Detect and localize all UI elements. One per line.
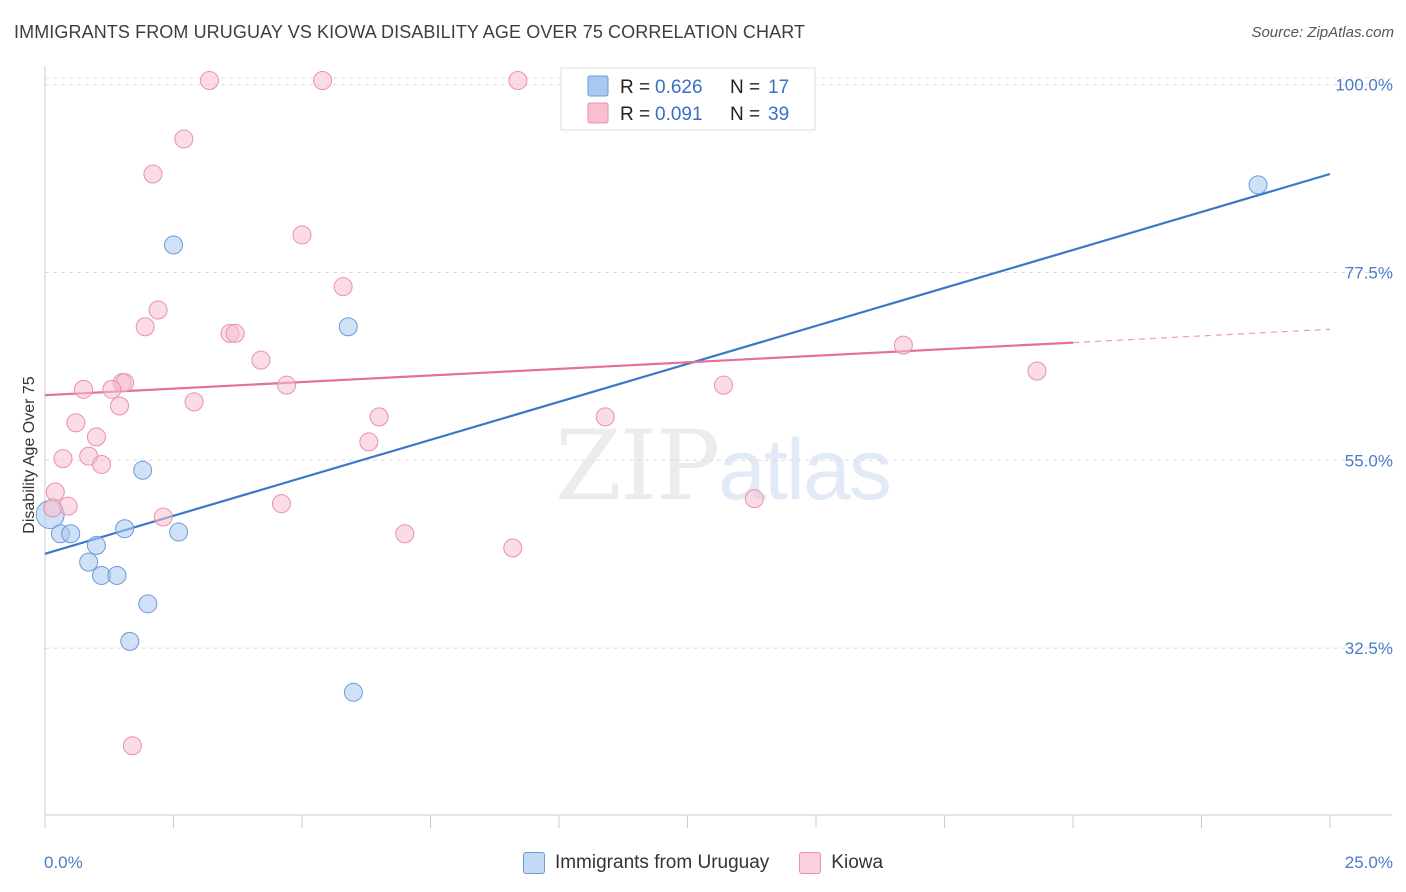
watermark: ZIPatlas: [555, 410, 892, 522]
point-kiowa: [53, 449, 73, 469]
trend-lines: [44, 172, 1331, 555]
point-uruguay: [138, 594, 158, 614]
point-kiowa: [333, 277, 353, 297]
legend-n-label-uruguay: N =: [730, 77, 760, 98]
source-label: Source: ZipAtlas.com: [1251, 24, 1394, 41]
point-uruguay: [133, 460, 153, 480]
point-uruguay: [61, 524, 81, 544]
legend-item-kiowa: Kiowa: [799, 852, 883, 874]
y-tick-label: 32.5%: [1345, 639, 1393, 658]
point-uruguay: [169, 522, 189, 542]
point-kiowa: [508, 71, 528, 91]
point-kiowa: [86, 427, 106, 447]
trend-line-kiowa: [44, 341, 1074, 397]
legend-n-value-uruguay: 17: [768, 77, 789, 98]
legend-swatch-uruguay: [587, 75, 609, 97]
point-kiowa: [153, 507, 173, 527]
point-uruguay: [343, 682, 363, 702]
tick-labels: 32.5% 55.0% 77.5% 100.0% 0.0% 25.0%: [44, 76, 1393, 872]
point-kiowa: [359, 432, 379, 452]
point-uruguay: [115, 519, 135, 539]
point-kiowa: [110, 396, 130, 416]
point-kiowa: [74, 379, 94, 399]
point-kiowa: [199, 71, 219, 91]
point-uruguay: [79, 552, 99, 572]
y-tick-label: 100.0%: [1335, 76, 1393, 95]
grid-lines: [45, 77, 1392, 649]
chart-title: IMMIGRANTS FROM URUGUAY VS KIOWA DISABIL…: [14, 22, 806, 42]
point-kiowa: [135, 317, 155, 337]
trend-line-kiowa-extension: [1072, 328, 1331, 344]
y-axis-label: Disability Age Over 75: [21, 376, 38, 534]
point-kiowa: [43, 498, 63, 518]
point-kiowa: [184, 392, 204, 412]
y-tick-label: 77.5%: [1345, 263, 1393, 282]
x-tick-label: 0.0%: [44, 853, 83, 872]
legend-box: R = 0.626 N = 17 R = 0.091 N = 39: [560, 67, 816, 131]
legend-item-uruguay: Immigrants from Uruguay: [522, 852, 770, 874]
legend-r-label-uruguay: R =: [620, 77, 650, 98]
point-kiowa: [225, 323, 245, 343]
point-kiowa: [595, 407, 615, 427]
point-kiowa: [277, 375, 297, 395]
legend-label-uruguay: Immigrants from Uruguay: [554, 852, 770, 873]
y-tick-label: 55.0%: [1345, 451, 1393, 470]
legend-r-value-kiowa: 0.091: [655, 104, 703, 125]
point-uruguay: [107, 565, 127, 585]
point-kiowa: [313, 71, 333, 91]
legend-r-label-kiowa: R =: [620, 104, 650, 125]
legend-swatch: [799, 852, 822, 874]
data-points: [35, 71, 1268, 756]
point-kiowa: [503, 538, 523, 558]
point-kiowa: [148, 300, 168, 320]
point-uruguay: [1248, 175, 1268, 195]
point-kiowa: [92, 454, 112, 474]
point-kiowa: [369, 407, 389, 427]
bottom-legend: Immigrants from Uruguay Kiowa: [0, 852, 1406, 874]
point-kiowa: [174, 129, 194, 149]
legend-label-kiowa: Kiowa: [831, 852, 884, 873]
watermark-zip: ZIP: [555, 410, 720, 522]
point-uruguay: [86, 535, 106, 555]
axes: [44, 66, 1392, 828]
point-uruguay: [338, 317, 358, 337]
point-kiowa: [744, 489, 764, 509]
legend-swatch: [522, 852, 545, 874]
point-kiowa: [713, 375, 733, 395]
legend-swatch-kiowa: [587, 102, 609, 124]
point-kiowa: [395, 524, 415, 544]
legend-n-value-kiowa: 39: [768, 104, 789, 125]
point-kiowa: [102, 379, 122, 399]
point-kiowa: [292, 225, 312, 245]
point-kiowa: [271, 494, 291, 514]
x-tick-label: 25.0%: [1345, 853, 1393, 872]
trend-line-uruguay: [44, 172, 1331, 555]
point-kiowa: [893, 335, 913, 355]
point-kiowa: [143, 164, 163, 184]
point-uruguay: [164, 235, 183, 255]
legend-n-label-kiowa: N =: [730, 104, 760, 125]
legend-r-value-uruguay: 0.626: [655, 77, 703, 98]
point-kiowa: [66, 413, 86, 433]
point-kiowa: [1027, 361, 1047, 381]
point-uruguay: [120, 631, 140, 651]
point-kiowa: [122, 736, 142, 756]
point-kiowa: [45, 482, 65, 502]
point-kiowa: [251, 350, 271, 370]
